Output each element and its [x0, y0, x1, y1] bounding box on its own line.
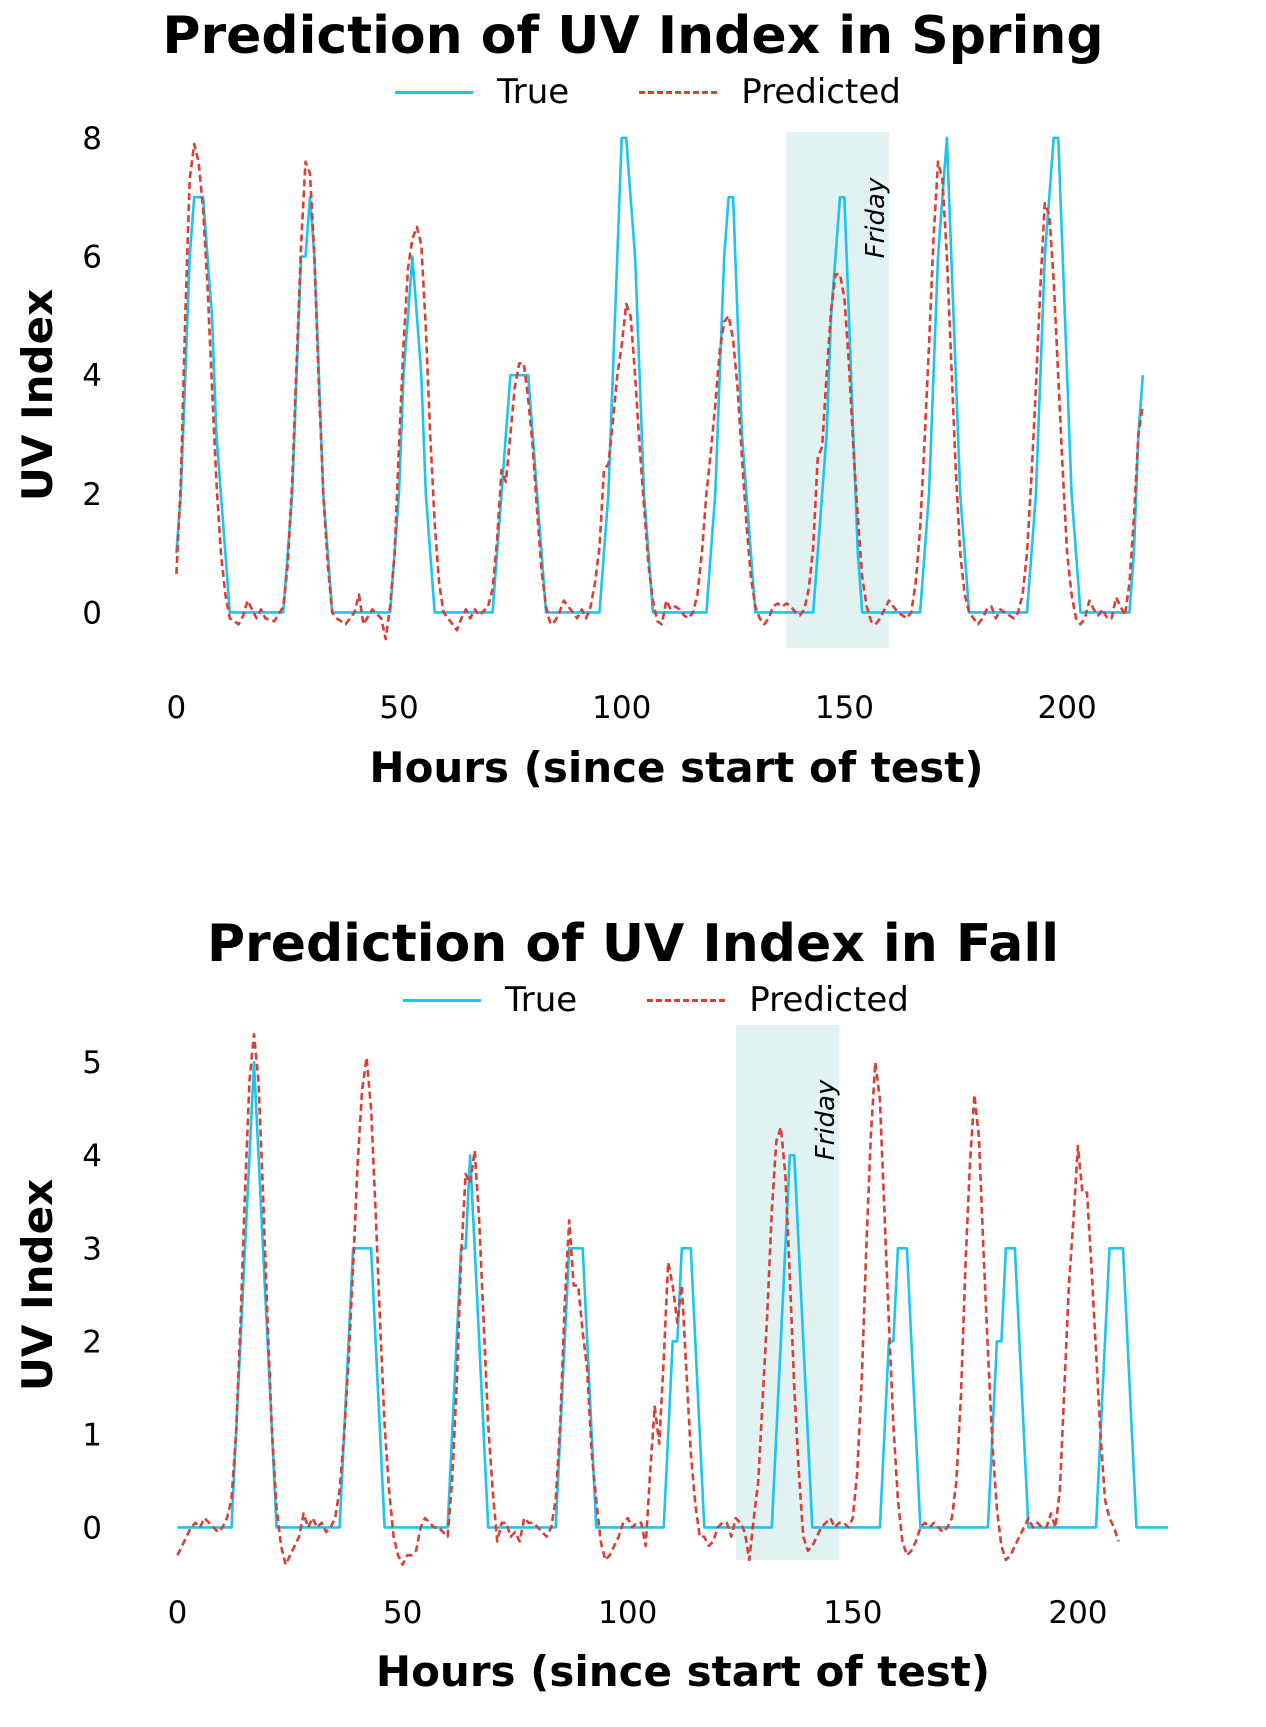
y-tick-label: 4	[82, 358, 102, 394]
legend-swatch-predicted	[647, 998, 726, 1002]
x-tick-label: 150	[815, 690, 874, 726]
y-tick-label: 4	[82, 1138, 102, 1174]
x-tick-label: 150	[823, 1595, 882, 1631]
chart-title: Prediction of UV Index in Fall	[206, 914, 1060, 974]
x-tick-label: 50	[379, 690, 418, 726]
highlight-label: Friday	[861, 177, 891, 258]
y-tick-label: 6	[82, 240, 102, 276]
y-tick-label: 1	[82, 1417, 102, 1453]
x-tick-label: 200	[1038, 690, 1097, 726]
y-tick-label: 2	[82, 1324, 102, 1360]
x-tick-label: 50	[383, 1595, 422, 1631]
series-line-predicted	[176, 1033, 1120, 1566]
y-tick-label: 3	[82, 1231, 102, 1267]
y-axis-label: UV Index	[13, 289, 62, 501]
y-tick-label: 8	[82, 121, 102, 157]
chart-legend: True Predicted	[395, 72, 901, 112]
legend-label-predicted: Predicted	[741, 72, 901, 112]
fall-chart: Prediction of UV Index in Fall True Pred…	[0, 880, 1266, 1727]
x-tick-label: 0	[168, 1595, 188, 1631]
y-tick-label: 0	[82, 1510, 102, 1546]
x-tick-label: 0	[166, 690, 186, 726]
series-line-true	[175, 136, 1145, 614]
x-tick-label: 200	[1048, 1595, 1107, 1631]
legend-label-predicted: Predicted	[749, 980, 909, 1020]
legend-item-true: True	[395, 72, 569, 112]
legend-swatch-true	[403, 998, 481, 1002]
y-tick-label: 5	[82, 1045, 102, 1081]
x-tick-label: 100	[598, 1595, 657, 1631]
series-line-true	[177, 1060, 1168, 1529]
y-tick-label: 0	[82, 595, 102, 631]
highlight-band	[735, 1025, 840, 1560]
y-axis-label: UV Index	[13, 1179, 62, 1391]
legend-label-true: True	[497, 72, 570, 112]
x-axis-label: Hours (since start of test)	[376, 1647, 990, 1696]
legend-label-true: True	[505, 980, 578, 1020]
spring-plot: Friday 0 50 100 150 200 0 2 4 6 8 Hours (since star…	[13, 121, 1145, 792]
x-axis-label: Hours (since start of test)	[369, 743, 983, 792]
legend-swatch-true	[395, 90, 473, 94]
series-line-predicted	[175, 142, 1145, 641]
highlight-label: Friday	[811, 1079, 841, 1160]
y-tick-label: 2	[82, 477, 102, 513]
legend-item-predicted: Predicted	[639, 72, 901, 112]
chart-title: Prediction of UV Index in Spring	[162, 6, 1104, 66]
legend-item-predicted: Predicted	[647, 980, 909, 1020]
legend-swatch-predicted	[639, 90, 718, 94]
spring-chart: Prediction of UV Index in Spring True Pr…	[0, 0, 1266, 860]
x-tick-label: 100	[592, 690, 651, 726]
fall-plot: Friday 0 50 100 150 200 0 1 2 3 4 5 Hours (since sta…	[13, 1025, 1168, 1696]
chart-legend: True Predicted	[403, 980, 909, 1020]
legend-item-true: True	[403, 980, 577, 1020]
